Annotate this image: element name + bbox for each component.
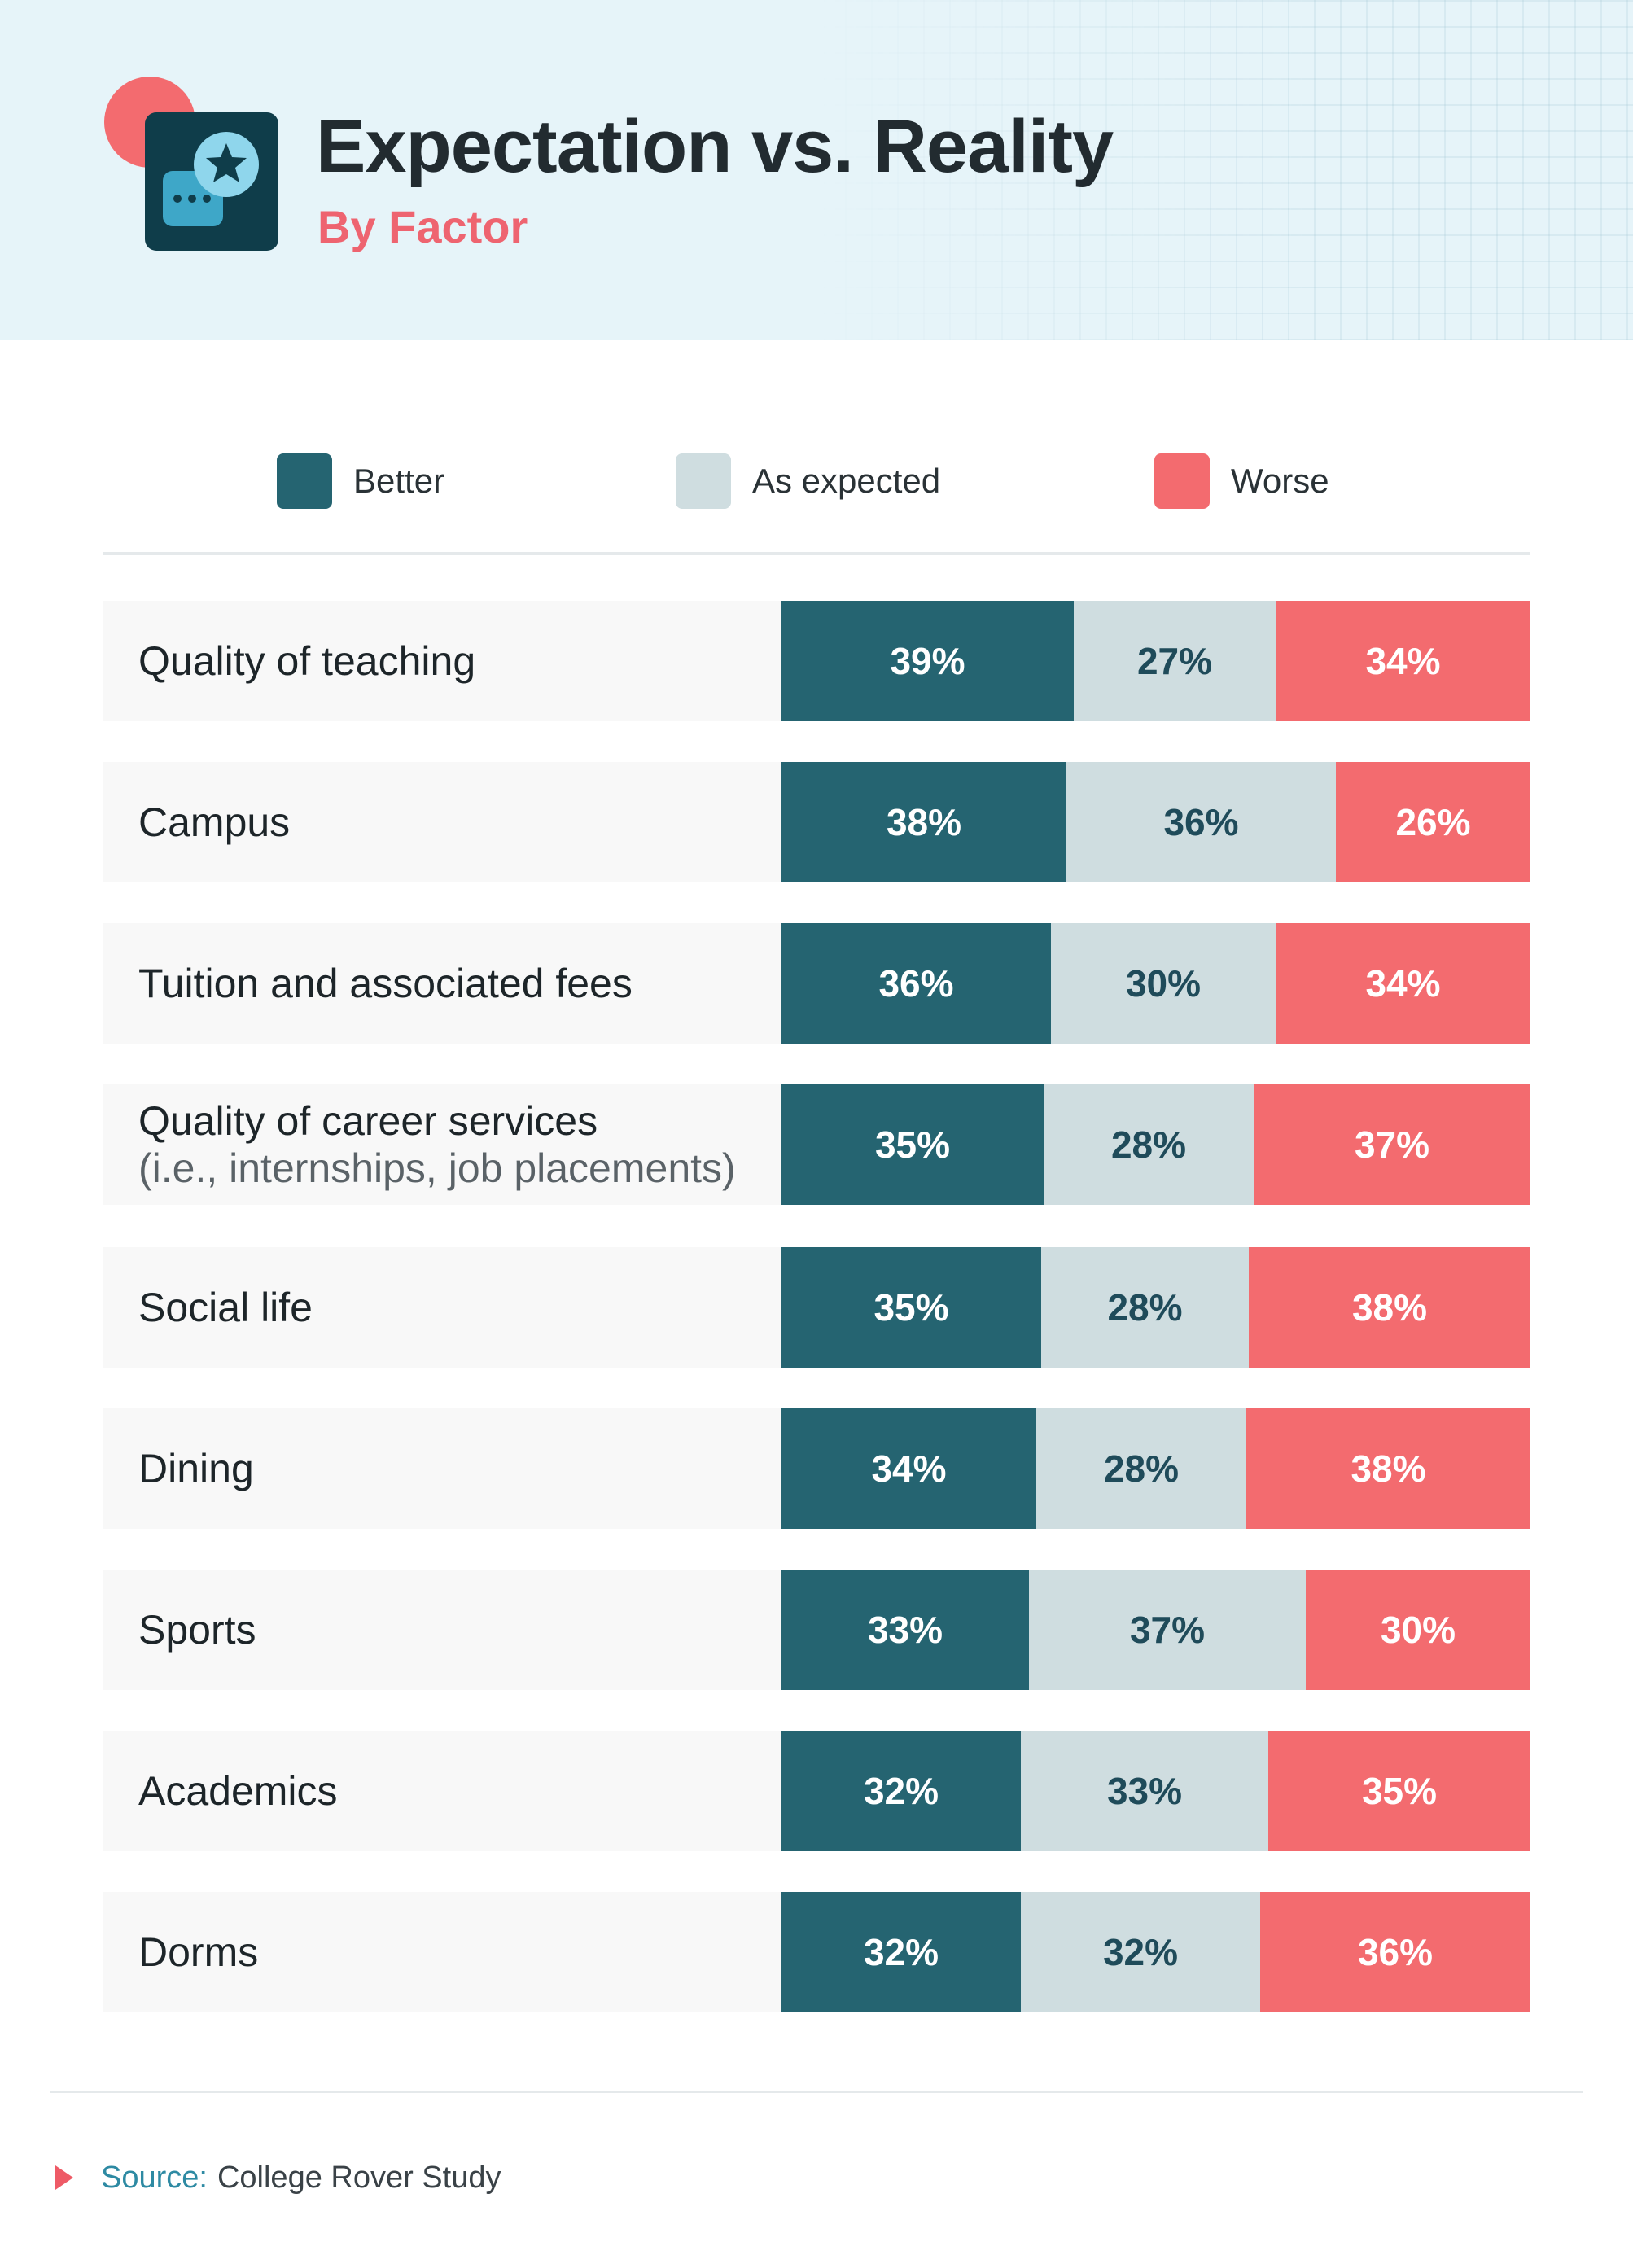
bar-segment-better: 36% bbox=[781, 923, 1051, 1044]
chart-row: Social life 35% 28% 38% bbox=[103, 1247, 1530, 1368]
source-note: Source: College Rover Study bbox=[55, 2157, 501, 2198]
category-label: Dorms bbox=[138, 1892, 773, 2012]
row-label-background bbox=[103, 601, 781, 721]
category-name: Social life bbox=[138, 1285, 313, 1330]
row-label-background bbox=[103, 1892, 781, 2012]
stacked-bar: 32% 32% 36% bbox=[781, 1892, 1530, 2012]
stacked-bar: 34% 28% 38% bbox=[781, 1408, 1530, 1529]
bar-segment-expected: 28% bbox=[1041, 1247, 1249, 1368]
bar-segment-expected: 27% bbox=[1074, 601, 1276, 721]
bar-segment-better: 32% bbox=[781, 1731, 1021, 1851]
bar-segment-worse: 35% bbox=[1268, 1731, 1530, 1851]
category-name: Quality of career services bbox=[138, 1098, 598, 1144]
category-name: Dorms bbox=[138, 1929, 259, 1975]
legend-swatch-better bbox=[277, 453, 332, 509]
row-label-background bbox=[103, 923, 781, 1044]
legend-label-better: Better bbox=[353, 462, 445, 500]
legend-label-worse: Worse bbox=[1231, 462, 1329, 500]
legend-item-worse: Worse bbox=[1154, 453, 1329, 510]
chart-row: Quality of teaching 39% 27% 34% bbox=[103, 601, 1530, 721]
row-label-background bbox=[103, 1247, 781, 1368]
header-grid-pattern bbox=[819, 0, 1633, 340]
legend-swatch-worse bbox=[1154, 453, 1210, 509]
bar-segment-worse: 37% bbox=[1254, 1084, 1530, 1205]
stacked-bar: 33% 37% 30% bbox=[781, 1570, 1530, 1690]
source-value: College Rover Study bbox=[217, 2160, 501, 2195]
chart-row: Quality of career services (i.e., interns… bbox=[103, 1084, 1530, 1205]
category-name: Dining bbox=[138, 1446, 254, 1491]
bar-segment-better: 32% bbox=[781, 1892, 1021, 2012]
category-label: Quality of career services (i.e., interns… bbox=[138, 1084, 773, 1205]
stacked-bar: 32% 33% 35% bbox=[781, 1731, 1530, 1851]
bar-segment-better: 35% bbox=[781, 1247, 1041, 1368]
source-label: Source: bbox=[101, 2160, 208, 2195]
chart-row: Sports 33% 37% 30% bbox=[103, 1570, 1530, 1690]
legend-divider bbox=[103, 552, 1530, 555]
bar-segment-expected: 30% bbox=[1051, 923, 1276, 1044]
bar-segment-worse: 30% bbox=[1306, 1570, 1530, 1690]
stacked-bar: 38% 36% 26% bbox=[781, 762, 1530, 882]
chart-row: Campus 38% 36% 26% bbox=[103, 762, 1530, 882]
chart-row: Tuition and associated fees 36% 30% 34% bbox=[103, 923, 1530, 1044]
category-label: Sports bbox=[138, 1570, 773, 1690]
stacked-bar: 35% 28% 37% bbox=[781, 1084, 1530, 1205]
bar-segment-better: 33% bbox=[781, 1570, 1029, 1690]
chat-star-icon bbox=[104, 77, 278, 251]
bar-segment-expected: 33% bbox=[1021, 1731, 1268, 1851]
stacked-bar: 36% 30% 34% bbox=[781, 923, 1530, 1044]
row-label-background bbox=[103, 1408, 781, 1529]
bar-segment-expected: 36% bbox=[1066, 762, 1336, 882]
bar-segment-worse: 38% bbox=[1246, 1408, 1530, 1529]
stacked-bar: 39% 27% 34% bbox=[781, 601, 1530, 721]
bar-segment-expected: 28% bbox=[1044, 1084, 1254, 1205]
bar-segment-expected: 32% bbox=[1021, 1892, 1260, 2012]
chart-row: Dining 34% 28% 38% bbox=[103, 1408, 1530, 1529]
row-label-background bbox=[103, 1084, 781, 1205]
category-label: Academics bbox=[138, 1731, 773, 1851]
legend-swatch-as-expected bbox=[676, 453, 731, 509]
legend-item-better: Better bbox=[277, 453, 444, 510]
row-label-background bbox=[103, 762, 781, 882]
category-label: Dining bbox=[138, 1408, 773, 1529]
category-label: Tuition and associated fees bbox=[138, 923, 773, 1044]
category-name: Quality of teaching bbox=[138, 638, 476, 684]
bar-segment-better: 35% bbox=[781, 1084, 1044, 1205]
page-subtitle: By Factor bbox=[317, 201, 528, 252]
category-name: Campus bbox=[138, 799, 291, 845]
category-name: Academics bbox=[138, 1768, 338, 1814]
bar-segment-expected: 37% bbox=[1029, 1570, 1306, 1690]
bar-segment-worse: 38% bbox=[1249, 1247, 1530, 1368]
category-name: Tuition and associated fees bbox=[138, 961, 633, 1006]
bar-segment-better: 38% bbox=[781, 762, 1066, 882]
bar-segment-better: 34% bbox=[781, 1408, 1036, 1529]
bar-segment-better: 39% bbox=[781, 601, 1074, 721]
legend-label-as-expected: As expected bbox=[752, 462, 941, 500]
chart-row: Dorms 32% 32% 36% bbox=[103, 1892, 1530, 2012]
category-label: Campus bbox=[138, 762, 773, 882]
category-label: Quality of teaching bbox=[138, 601, 773, 721]
bar-segment-worse: 34% bbox=[1276, 923, 1530, 1044]
legend-item-as-expected: As expected bbox=[676, 453, 940, 510]
bar-segment-expected: 28% bbox=[1036, 1408, 1246, 1529]
chart-row: Academics 32% 33% 35% bbox=[103, 1731, 1530, 1851]
category-name: Sports bbox=[138, 1607, 256, 1653]
category-label: Social life bbox=[138, 1247, 773, 1368]
footer-divider bbox=[50, 2091, 1583, 2093]
play-triangle-icon bbox=[55, 2165, 73, 2190]
stacked-bar: 35% 28% 38% bbox=[781, 1247, 1530, 1368]
row-label-background bbox=[103, 1570, 781, 1690]
row-label-background bbox=[103, 1731, 781, 1851]
page-title: Expectation vs. Reality bbox=[316, 105, 1114, 188]
category-sublabel: (i.e., internships, job placements) bbox=[138, 1145, 736, 1191]
bar-segment-worse: 36% bbox=[1260, 1892, 1530, 2012]
header-band: Expectation vs. Reality By Factor bbox=[0, 0, 1633, 340]
bar-segment-worse: 26% bbox=[1336, 762, 1530, 882]
bar-segment-worse: 34% bbox=[1276, 601, 1530, 721]
